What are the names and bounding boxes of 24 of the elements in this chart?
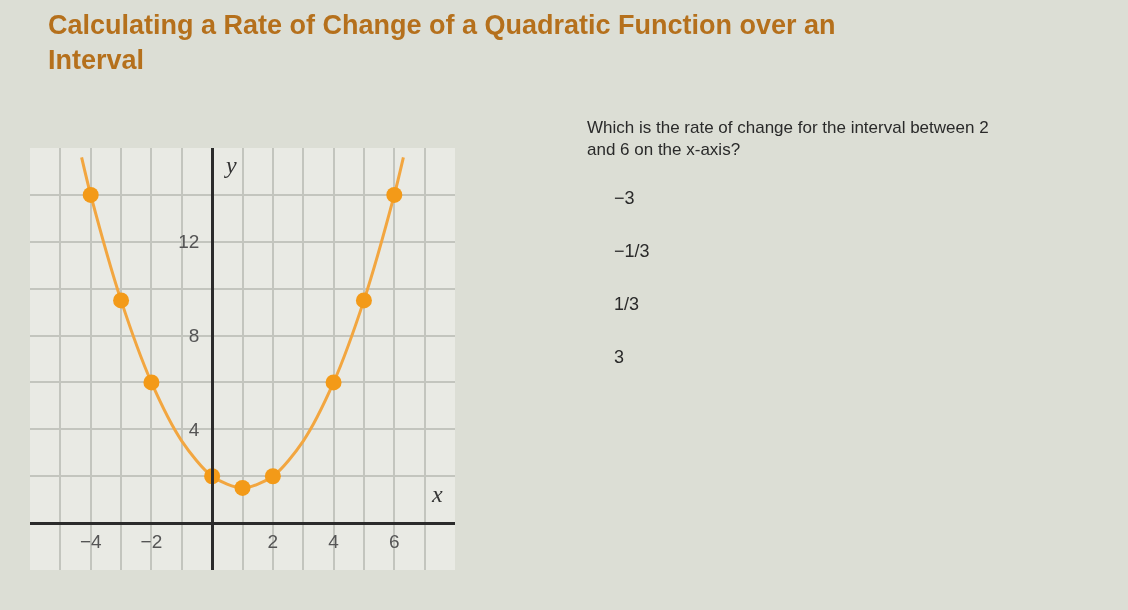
x-axis-title: x [431,481,443,507]
point [325,374,342,391]
x-tick-label: 4 [328,530,340,552]
text: Which is the rate of change for the interval between 2 and 6 on the x-axis? [587,118,989,160]
text: 1/3 [614,294,640,314]
y-tick-label: 8 [188,325,200,347]
point [234,479,251,496]
point [113,292,130,309]
point [264,468,281,485]
chart-title: Calculating a Rate of Change of a Quadratic Function over an Interval [48,9,836,75]
text: 3 [614,347,625,367]
point [386,186,403,203]
y-tick-label: 4 [188,418,200,440]
point [143,374,160,391]
y-tick-label: 12 [178,231,200,253]
x-tick-label: 2 [267,530,279,552]
x-tick-label: −4 [79,530,102,552]
point [82,186,99,203]
text: −1/3 [614,241,650,261]
x-tick-label: 6 [389,530,400,552]
x-tick-label: −2 [140,530,163,552]
point [355,292,372,309]
y-axis-title: y [224,152,237,178]
text: −3 [614,188,635,208]
